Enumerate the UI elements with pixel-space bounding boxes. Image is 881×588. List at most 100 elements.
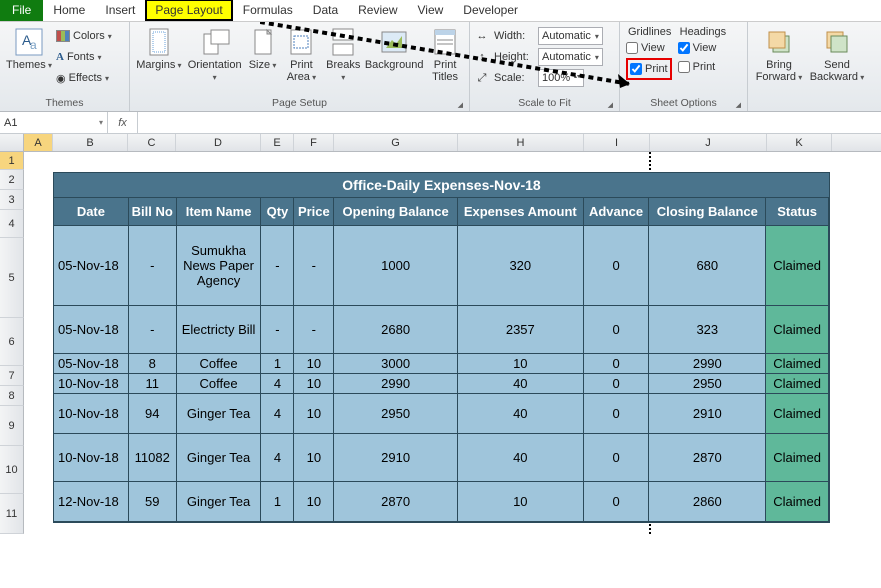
tab-page-layout[interactable]: Page Layout: [145, 0, 232, 21]
cell-date: 10-Nov-18: [54, 434, 129, 482]
row-header-5[interactable]: 5: [0, 238, 24, 318]
col-header-K[interactable]: K: [767, 134, 832, 151]
cell-item: Ginger Tea: [177, 394, 262, 434]
print-titles-icon: [429, 26, 461, 58]
row-header-11[interactable]: 11: [0, 494, 24, 534]
row-header-4[interactable]: 4: [0, 210, 24, 238]
fx-icon[interactable]: fx: [108, 112, 138, 133]
file-tab[interactable]: File: [0, 0, 43, 21]
margins-button[interactable]: Margins: [134, 24, 184, 73]
cell-close: 2990: [649, 354, 766, 374]
col-header-H[interactable]: H: [458, 134, 584, 151]
row-header-8[interactable]: 8: [0, 386, 24, 406]
col-header-G[interactable]: G: [334, 134, 458, 151]
cell-close: 2910: [649, 394, 766, 434]
cell-adv: 0: [584, 306, 650, 354]
col-header-D[interactable]: D: [176, 134, 261, 151]
themes-button[interactable]: Aa Themes: [4, 24, 54, 73]
height-label: Height:: [494, 51, 534, 63]
height-combo[interactable]: Automatic: [538, 48, 603, 66]
cell-status: Claimed: [766, 306, 829, 354]
row-header-2[interactable]: 2: [0, 170, 24, 190]
fonts-button[interactable]: AFonts: [56, 47, 112, 67]
col-header-B[interactable]: B: [53, 134, 128, 151]
cell-price: 10: [294, 434, 334, 482]
table-row: 10-Nov-1811082Ginger Tea41029104002870Cl…: [54, 434, 829, 482]
breaks-button[interactable]: Breaks: [323, 24, 363, 85]
send-backward-button[interactable]: SendBackward: [808, 24, 866, 85]
row-header-3[interactable]: 3: [0, 190, 24, 210]
headings-print-checkbox[interactable]: Print: [678, 58, 726, 76]
headings-print-label: Print: [693, 61, 716, 73]
col-header-J[interactable]: J: [650, 134, 767, 151]
themes-label: Themes: [6, 59, 46, 71]
background-button[interactable]: Background: [365, 24, 423, 73]
col-header-F[interactable]: F: [294, 134, 334, 151]
print-titles-button[interactable]: PrintTitles: [425, 24, 465, 85]
cell-exp: 10: [458, 482, 584, 522]
cell-item: Coffee: [177, 374, 262, 394]
scale-spin[interactable]: 100%: [538, 69, 584, 87]
cell-exp: 320: [458, 226, 584, 306]
cell-open: 1000: [334, 226, 458, 306]
effects-button[interactable]: ◉Effects: [56, 68, 112, 88]
cell-bill: 94: [129, 394, 177, 434]
row-header-9[interactable]: 9: [0, 406, 24, 446]
headings-view-checkbox[interactable]: View: [678, 39, 726, 57]
gridlines-view-label: View: [641, 42, 665, 54]
colors-button[interactable]: Colors: [56, 26, 112, 46]
table-col-item: Item Name: [177, 198, 262, 226]
table-col-adv: Advance: [584, 198, 650, 226]
col-header-A[interactable]: A: [24, 134, 53, 151]
cell-price: 10: [294, 482, 334, 522]
cell-adv: 0: [584, 434, 650, 482]
col-header-C[interactable]: C: [128, 134, 176, 151]
gridlines-print-checkbox[interactable]: Print: [630, 60, 668, 78]
select-all-corner[interactable]: [0, 134, 24, 151]
colors-label: Colors: [73, 30, 105, 42]
table-col-qty: Qty: [261, 198, 294, 226]
cell-qty: 1: [261, 482, 294, 522]
row-header-6[interactable]: 6: [0, 318, 24, 366]
name-box[interactable]: A1: [0, 112, 108, 133]
scale-group-label[interactable]: Scale to Fit: [474, 96, 615, 111]
cell-status: Claimed: [766, 354, 829, 374]
tab-formulas[interactable]: Formulas: [233, 0, 303, 21]
row-header-7[interactable]: 7: [0, 366, 24, 386]
print-area-button[interactable]: PrintArea: [282, 24, 322, 85]
cell-bill: 11082: [129, 434, 177, 482]
orientation-icon: [199, 26, 231, 58]
width-icon: ↔: [474, 29, 490, 43]
cell-date: 05-Nov-18: [54, 226, 129, 306]
tab-insert[interactable]: Insert: [95, 0, 145, 21]
page-setup-group-label[interactable]: Page Setup: [134, 96, 465, 111]
tab-developer[interactable]: Developer: [453, 0, 528, 21]
sheet-options-group-label[interactable]: Sheet Options: [624, 96, 743, 111]
tab-home[interactable]: Home: [43, 0, 95, 21]
print-titles-label: PrintTitles: [432, 59, 458, 83]
row-header-10[interactable]: 10: [0, 446, 24, 494]
bring-forward-button[interactable]: BringForward: [752, 24, 806, 85]
width-label: Width:: [494, 30, 534, 42]
cells-area[interactable]: Office-Daily Expenses-Nov-18DateBill NoI…: [24, 152, 881, 534]
size-button[interactable]: Size: [246, 24, 280, 73]
breaks-icon: [327, 26, 359, 58]
col-header-E[interactable]: E: [261, 134, 294, 151]
tab-data[interactable]: Data: [303, 0, 348, 21]
gridlines-view-checkbox[interactable]: View: [626, 39, 672, 57]
width-combo[interactable]: Automatic: [538, 27, 603, 45]
col-header-I[interactable]: I: [584, 134, 650, 151]
orientation-button[interactable]: Orientation: [186, 24, 244, 85]
cell-open: 2990: [334, 374, 458, 394]
scale-icon: ⤢: [474, 71, 490, 85]
table-row: 10-Nov-1894Ginger Tea41029504002910Claim…: [54, 394, 829, 434]
cell-status: Claimed: [766, 394, 829, 434]
formula-input[interactable]: [138, 112, 881, 133]
data-table: Office-Daily Expenses-Nov-18DateBill NoI…: [53, 172, 830, 523]
tab-view[interactable]: View: [408, 0, 454, 21]
column-headers: ABCDEFGHIJK: [0, 134, 881, 152]
row-header-1[interactable]: 1: [0, 152, 24, 170]
tab-review[interactable]: Review: [348, 0, 407, 21]
size-icon: [247, 26, 279, 58]
print-area-label: PrintArea: [287, 59, 313, 83]
